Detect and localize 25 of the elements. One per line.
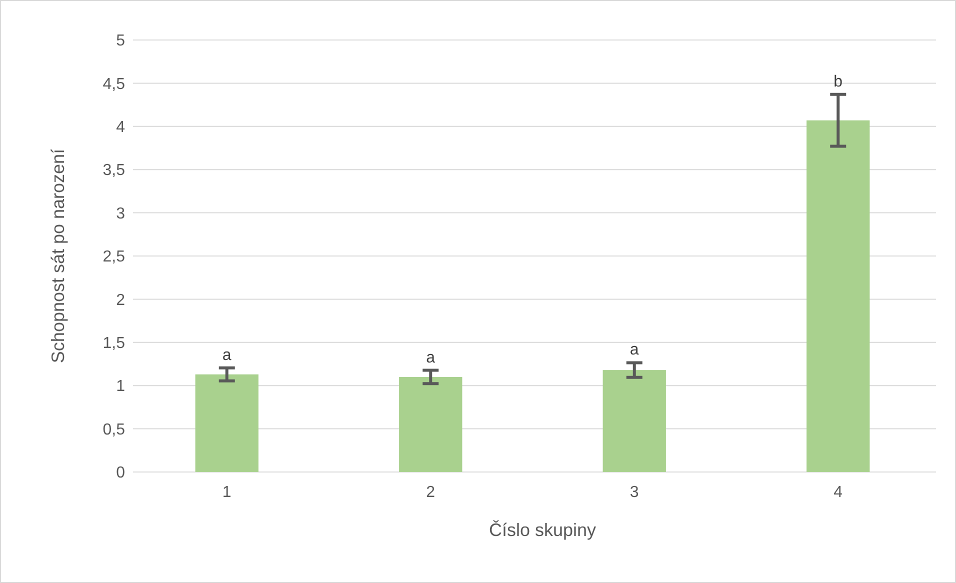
y-tick-label: 1,5	[102, 335, 126, 352]
x-tick-label: 1	[222, 484, 232, 501]
x-axis-title: Číslo skupiny	[488, 520, 596, 540]
bar	[399, 376, 462, 472]
x-tick-label: 2	[426, 484, 436, 501]
y-tick-label: 4,5	[102, 76, 126, 93]
annotation: a	[426, 349, 436, 366]
y-tick-label: 2	[116, 292, 126, 309]
bar	[195, 374, 258, 472]
annotation: a	[630, 342, 639, 359]
y-tick-label: 1	[116, 378, 126, 396]
y-tick-label: 4	[116, 119, 126, 136]
x-tick-label: 4	[834, 484, 843, 501]
y-tick-label: 5	[116, 32, 126, 50]
bar	[602, 370, 666, 472]
annotation: a	[222, 346, 232, 364]
bar	[806, 120, 870, 472]
y-tick-label: 2,5	[102, 248, 126, 266]
y-tick-label: 3	[116, 205, 126, 222]
y-tick-label: 0,5	[102, 421, 126, 438]
y-tick-label: 3,5	[102, 162, 126, 180]
y-tick-label: 0	[116, 464, 126, 482]
annotation: b	[834, 73, 843, 90]
y-axis-title: Schopnost sát po narození	[48, 148, 68, 364]
x-tick-label: 3	[630, 484, 639, 501]
